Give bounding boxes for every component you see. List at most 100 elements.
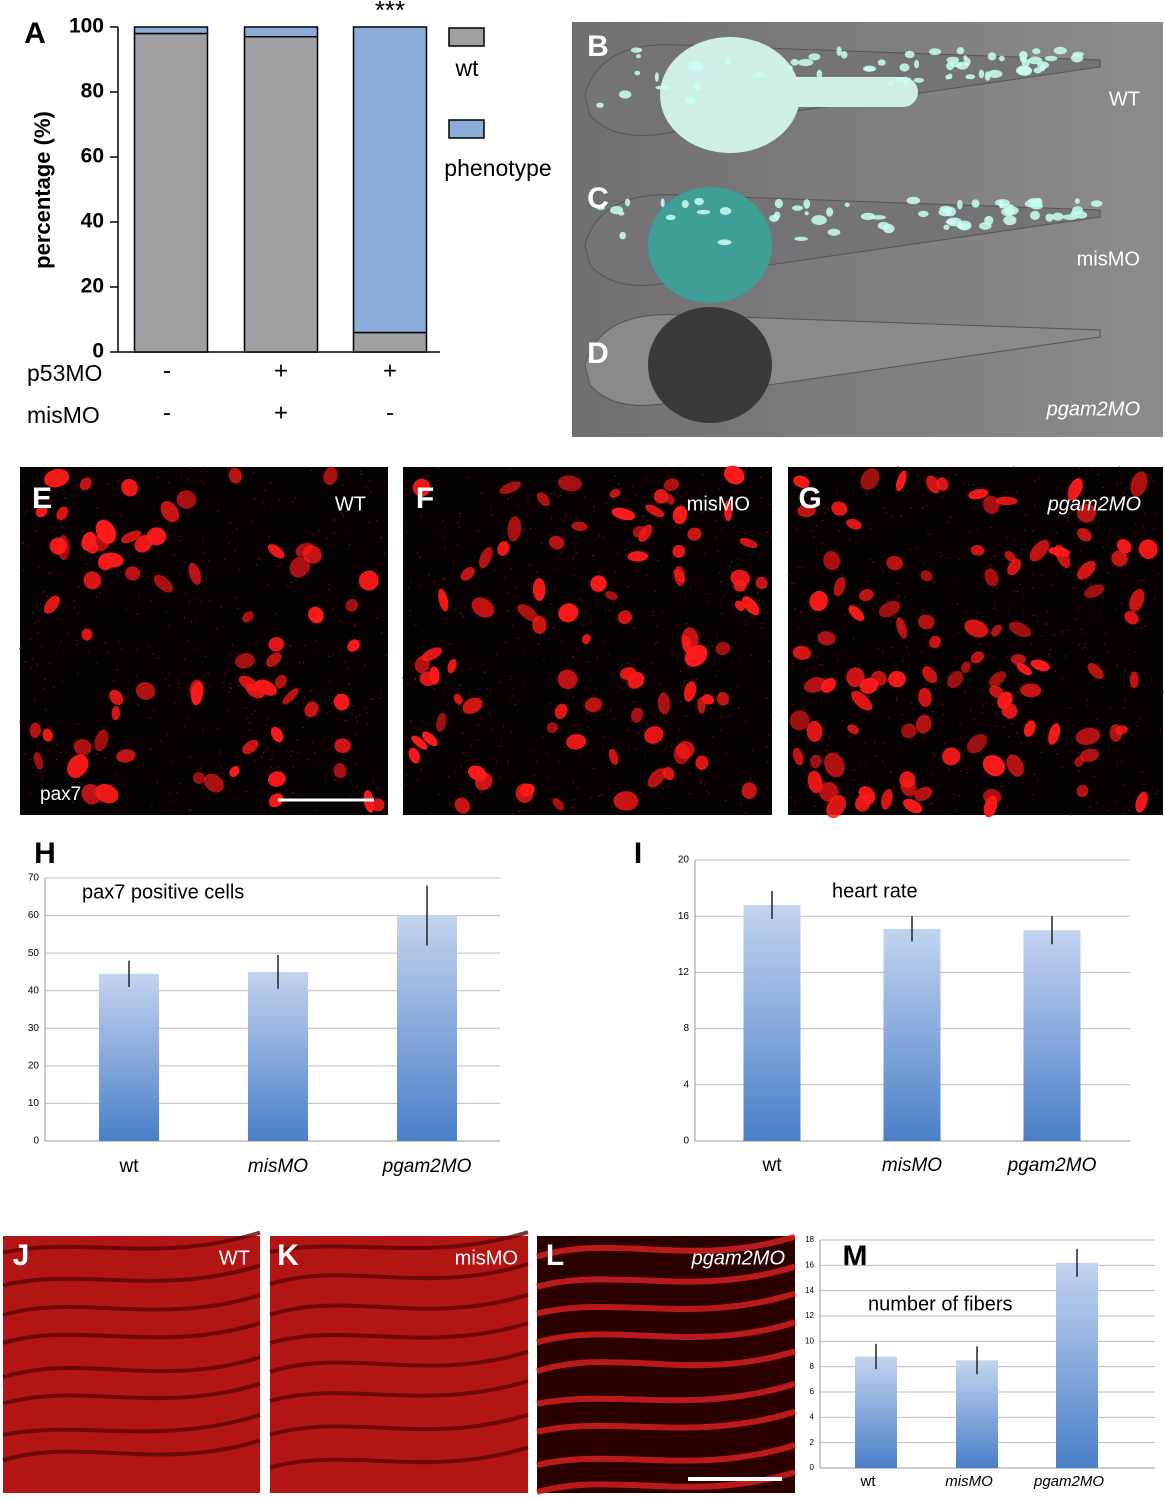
speckle <box>816 525 818 527</box>
y-tick-label: 4 <box>683 1079 689 1090</box>
speckle <box>646 574 649 577</box>
nucleus <box>657 692 671 715</box>
speckle <box>449 802 451 805</box>
speckle <box>44 708 47 711</box>
speckle <box>654 590 656 593</box>
speckle <box>263 678 266 680</box>
fiber <box>536 1408 796 1435</box>
speckle <box>512 625 515 627</box>
speckle <box>1138 502 1141 505</box>
speckle <box>135 649 138 652</box>
nucleus <box>471 597 495 618</box>
speckle <box>72 801 74 804</box>
fiber <box>269 1412 529 1437</box>
speckle <box>881 651 884 654</box>
speckle <box>470 744 472 747</box>
nucleus <box>1076 784 1089 798</box>
speckle <box>1104 643 1107 645</box>
speckle <box>404 783 407 786</box>
nucleus <box>1084 584 1105 599</box>
gfp-spot <box>1003 215 1017 226</box>
nucleus <box>536 492 551 507</box>
speckle <box>683 679 686 681</box>
speckle <box>135 675 138 677</box>
speckle <box>668 492 671 494</box>
y-tick-label: 0 <box>683 1136 689 1147</box>
speckle <box>1085 580 1087 583</box>
chart-title: pax7 positive cells <box>82 881 244 903</box>
speckle <box>98 592 101 595</box>
speckle <box>624 554 627 557</box>
nucleus <box>672 505 688 525</box>
nucleus <box>792 645 812 660</box>
condition-value: - <box>386 399 394 426</box>
speckle <box>628 746 630 749</box>
speckle <box>457 688 459 690</box>
speckle <box>848 696 851 698</box>
speckle <box>160 740 162 742</box>
speckle <box>183 725 186 727</box>
speckle <box>882 759 884 762</box>
speckle <box>514 586 517 588</box>
speckle <box>890 647 893 649</box>
speckle <box>827 744 830 746</box>
speckle <box>294 496 297 499</box>
speckle <box>578 519 581 521</box>
speckle <box>343 719 346 722</box>
nucleus <box>323 466 338 486</box>
gfp-spot <box>987 52 997 61</box>
gfp-spot <box>1074 198 1080 204</box>
y-tick-label: 70 <box>28 873 40 884</box>
y-tick-label: 8 <box>683 1023 689 1034</box>
gfp-spot <box>899 63 910 72</box>
speckle <box>666 807 669 809</box>
speckle <box>715 635 718 638</box>
speckle <box>995 725 997 728</box>
gfp-spot <box>803 199 811 209</box>
speckle <box>375 567 377 569</box>
gfp-spot <box>1021 59 1030 67</box>
speckle <box>416 551 419 553</box>
speckle <box>967 483 970 486</box>
speckle <box>949 516 952 518</box>
nucleus <box>860 468 880 490</box>
speckle <box>64 497 66 499</box>
y-tick-label: 0 <box>33 1136 39 1147</box>
nucleus <box>846 518 862 530</box>
gfp-spot <box>687 61 704 72</box>
speckle <box>354 733 357 736</box>
speckle <box>466 476 468 479</box>
speckle <box>346 720 349 722</box>
speckle <box>167 673 170 675</box>
speckle <box>405 738 408 740</box>
speckle <box>455 770 457 772</box>
speckle <box>1106 572 1109 574</box>
speckle <box>1152 479 1155 482</box>
nucleus <box>886 555 903 571</box>
nucleus <box>153 574 174 593</box>
speckle <box>510 567 512 570</box>
speckle <box>35 530 38 532</box>
speckle <box>49 500 51 503</box>
speckle <box>928 803 931 806</box>
speckle <box>332 532 335 534</box>
speckle <box>405 774 408 776</box>
speckle <box>1134 650 1137 653</box>
speckle <box>66 632 69 635</box>
speckle <box>966 771 969 773</box>
speckle <box>586 712 589 715</box>
speckle <box>802 705 805 708</box>
nucleus <box>228 467 242 484</box>
speckle <box>730 561 733 564</box>
speckle <box>1084 646 1087 648</box>
nucleus <box>820 677 837 694</box>
speckle <box>882 742 885 745</box>
speckle <box>821 760 824 763</box>
nucleus <box>964 619 989 638</box>
speckle <box>303 644 306 647</box>
nucleus <box>414 655 430 673</box>
speckle <box>858 762 861 765</box>
bar-segment <box>133 32 209 353</box>
gfp-spot <box>719 207 732 215</box>
x-tick-label: pgam2MO <box>1033 1473 1104 1490</box>
